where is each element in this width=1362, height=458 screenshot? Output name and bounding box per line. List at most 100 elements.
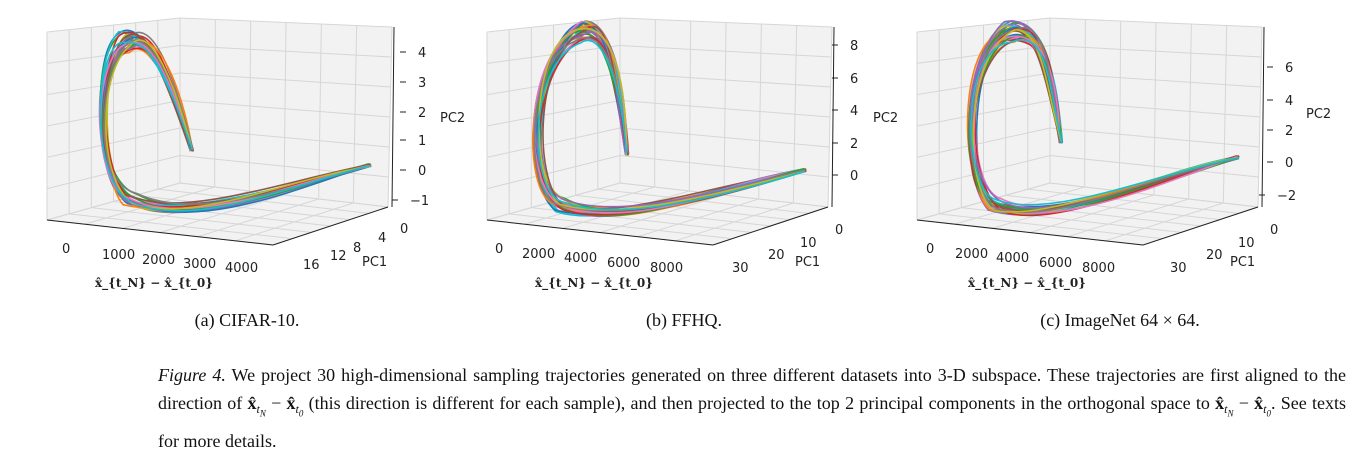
x-tick-label: 8000	[650, 261, 683, 276]
pc2-tick-label: 4	[1285, 94, 1293, 109]
trajectory-line	[973, 35, 1238, 214]
pc2-tick-label: 3	[418, 76, 426, 91]
x-axis-line	[916, 219, 1144, 246]
pc2-tick-label: 1	[418, 134, 426, 149]
gridline	[179, 182, 389, 208]
gridline	[179, 17, 393, 28]
pc2-tick-label: 2	[1285, 124, 1293, 139]
pc2-axis-line	[391, 26, 395, 208]
pc1-tick-label: 4	[378, 231, 386, 246]
x-axis-label: x̂_{t_N} − x̂_{t_0}	[968, 276, 1086, 290]
pc2-tick-label: 6	[850, 72, 858, 87]
pc1-tick-label: 0	[1270, 223, 1278, 238]
gridline	[157, 188, 369, 214]
back-pane	[180, 18, 392, 207]
pc2-axis-label: PC2	[1306, 107, 1331, 122]
x-tick-label: 6000	[607, 256, 640, 271]
pc2-tick-label: 2	[418, 106, 426, 121]
pc2-tick-label: 0	[1285, 156, 1293, 171]
x-tick-label: 1000	[102, 248, 135, 263]
pc2-tick-label: 0	[850, 169, 858, 184]
pc2-tick-label: 6	[1285, 61, 1293, 76]
gridline	[1049, 17, 1263, 28]
pc1-axis-line	[1142, 206, 1259, 246]
gridline	[1049, 45, 1262, 58]
figure-caption: Figure 4. We project 30 high-dimensional…	[158, 365, 1347, 451]
x-axis-line	[46, 219, 274, 246]
pc1-tick-label: 20	[1206, 248, 1223, 263]
trajectory-line	[532, 24, 804, 215]
x-tick-label: 0	[495, 242, 503, 257]
gridline	[827, 26, 833, 208]
pc2-tick-label: 0	[418, 164, 426, 179]
back-pane	[620, 18, 832, 207]
pc1-axis-line	[712, 206, 829, 246]
floor-pane	[47, 183, 388, 245]
x-tick-label: 3000	[183, 257, 216, 272]
x-axis-label: x̂_{t_N} − x̂_{t_0}	[95, 276, 213, 290]
gridline	[916, 17, 1051, 33]
pc1-tick-label: 30	[732, 261, 749, 276]
gridline	[1027, 188, 1239, 214]
pc1-tick-label: 20	[768, 248, 785, 263]
trajectory-line	[99, 41, 372, 212]
pc1-axis-label: PC1	[362, 255, 387, 270]
pc1-axis-label: PC1	[1230, 255, 1255, 270]
floor-pane	[487, 183, 828, 245]
gridline	[46, 17, 181, 33]
pc2-axis-label: PC2	[873, 111, 898, 126]
pc2-axis-line	[831, 26, 835, 208]
pc2-tick-label: 4	[418, 46, 426, 61]
pc2-axis-label: PC2	[440, 111, 465, 126]
gridline	[1257, 26, 1263, 208]
gridline	[619, 45, 832, 58]
pc1-tick-label: 10	[800, 236, 817, 251]
x-tick-label: 4000	[564, 251, 597, 266]
gridline	[597, 188, 809, 214]
x-tick-label: 2000	[142, 253, 175, 268]
pc1-tick-label: 8	[353, 241, 361, 256]
trajectory-line	[105, 39, 371, 210]
x-tick-label: 4000	[996, 251, 1029, 266]
pc1-tick-label: 16	[303, 258, 320, 273]
pc2-tick-label: 8	[850, 39, 858, 54]
gridline	[387, 26, 393, 208]
back-pane	[1050, 18, 1262, 207]
x-tick-label: 4000	[225, 261, 258, 276]
x-tick-label: 2000	[955, 247, 988, 262]
pc2-tick-label: 2	[850, 137, 858, 152]
panel-imagenet: 0 2000 4000 6000 8000 0 10 20 30 6 4 2 0 −2 PC2 PC1 x̂_…	[910, 0, 1340, 300]
subcaption-b: (b) FFHQ.	[645, 310, 723, 330]
x-tick-label: 0	[62, 242, 70, 257]
x-tick-label: 2000	[522, 247, 555, 262]
subcaption-a: (a) CIFAR-10.	[194, 310, 300, 330]
subcaption-c: (c) ImageNet 64 × 64.	[1040, 310, 1200, 330]
gridline	[179, 45, 392, 58]
x-tick-label: 6000	[1039, 256, 1072, 271]
trajectory-line	[970, 39, 1240, 206]
math-direction: x̂tN − x̂t0	[1215, 392, 1271, 419]
trajectory-line	[969, 26, 1240, 214]
pc1-tick-label: 30	[1170, 261, 1187, 276]
pc2-tick-label: −1	[410, 194, 429, 209]
x-axis-line	[486, 219, 714, 246]
trajectory-line	[103, 39, 371, 205]
pc1-axis-line	[272, 206, 389, 246]
trajectory-line	[537, 39, 806, 211]
panel-cifar10: 0 1000 2000 3000 4000 0 4 8 12 16 4 3 2 1 0 −1 PC2 PC1 x̂…	[40, 0, 470, 300]
x-tick-label: 8000	[1082, 261, 1115, 276]
gridline	[619, 17, 833, 28]
pc1-tick-label: 0	[835, 223, 843, 238]
figure-label: Figure 4.	[158, 365, 226, 385]
x-axis-label: x̂_{t_N} − x̂_{t_0}	[535, 276, 653, 290]
pc1-tick-label: 12	[330, 249, 347, 264]
gridline	[1049, 182, 1259, 208]
pc1-tick-label: 10	[1238, 236, 1255, 251]
x-tick-label: 0	[926, 242, 934, 257]
pc2-axis-line	[1261, 26, 1265, 208]
pc1-tick-label: 0	[400, 222, 408, 237]
